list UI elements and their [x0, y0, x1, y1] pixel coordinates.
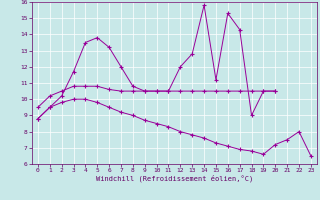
X-axis label: Windchill (Refroidissement éolien,°C): Windchill (Refroidissement éolien,°C) [96, 175, 253, 182]
